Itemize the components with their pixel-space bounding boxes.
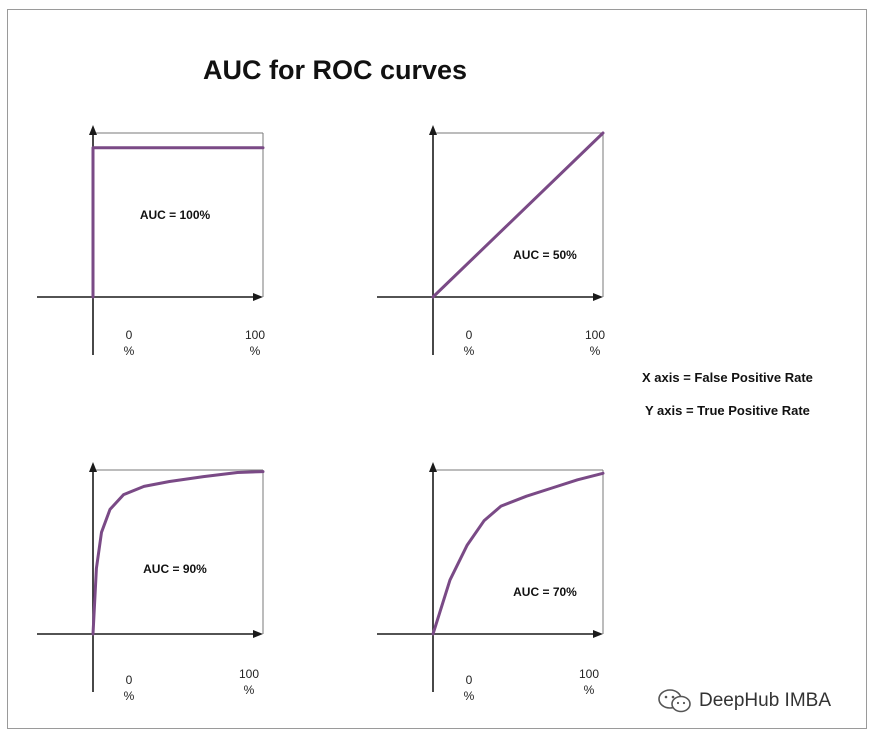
auc-label: AUC = 70% (513, 585, 577, 599)
x-axis-arrow-icon (253, 293, 263, 301)
watermark: DeepHub IMBA (657, 688, 831, 714)
figure-title: AUC for ROC curves (203, 55, 468, 85)
watermark-text: DeepHub IMBA (699, 690, 832, 711)
x-tick-end: 100 (239, 667, 259, 681)
x-tick-end-unit: % (250, 344, 261, 358)
x-tick-start: 0 (466, 328, 473, 342)
y-axis-note: Y axis = True Positive Rate (645, 403, 810, 418)
y-axis-arrow-icon (429, 125, 437, 135)
panel-auc-50: AUC = 50% 0% 100% (377, 125, 605, 358)
y-axis-arrow-icon (89, 462, 97, 472)
x-tick-end: 100 (579, 667, 599, 681)
x-tick-end-unit: % (584, 683, 595, 697)
x-tick-start: 0 (466, 673, 473, 687)
x-axis-note: X axis = False Positive Rate (642, 370, 813, 385)
x-tick-end: 100 (245, 328, 265, 342)
x-tick-start: 0 (126, 328, 133, 342)
x-tick-end-unit: % (244, 683, 255, 697)
x-tick-start-unit: % (124, 689, 135, 703)
x-axis-arrow-icon (593, 293, 603, 301)
panel-auc-100: AUC = 100% 0% 100% (37, 125, 265, 358)
roc-curve (91, 470, 265, 636)
x-axis-arrow-icon (253, 630, 263, 638)
panel-auc-70: AUC = 70% 0% 100% (377, 462, 605, 703)
auc-label: AUC = 90% (143, 562, 207, 576)
roc-curve (91, 146, 265, 299)
x-tick-start-unit: % (464, 689, 475, 703)
chat-bubble-icon (658, 689, 691, 713)
y-axis-arrow-icon (89, 125, 97, 135)
x-tick-start-unit: % (464, 344, 475, 358)
auc-label: AUC = 100% (140, 208, 211, 222)
x-axis-arrow-icon (593, 630, 603, 638)
roc-curve (431, 131, 605, 299)
panel-auc-90: AUC = 90% 0% 100% (37, 462, 265, 703)
roc-curve (431, 471, 605, 636)
x-tick-start-unit: % (124, 344, 135, 358)
x-tick-end-unit: % (590, 344, 601, 358)
y-axis-arrow-icon (429, 462, 437, 472)
auc-label: AUC = 50% (513, 248, 577, 262)
x-tick-start: 0 (126, 673, 133, 687)
x-tick-end: 100 (585, 328, 605, 342)
figure-frame (7, 9, 867, 729)
